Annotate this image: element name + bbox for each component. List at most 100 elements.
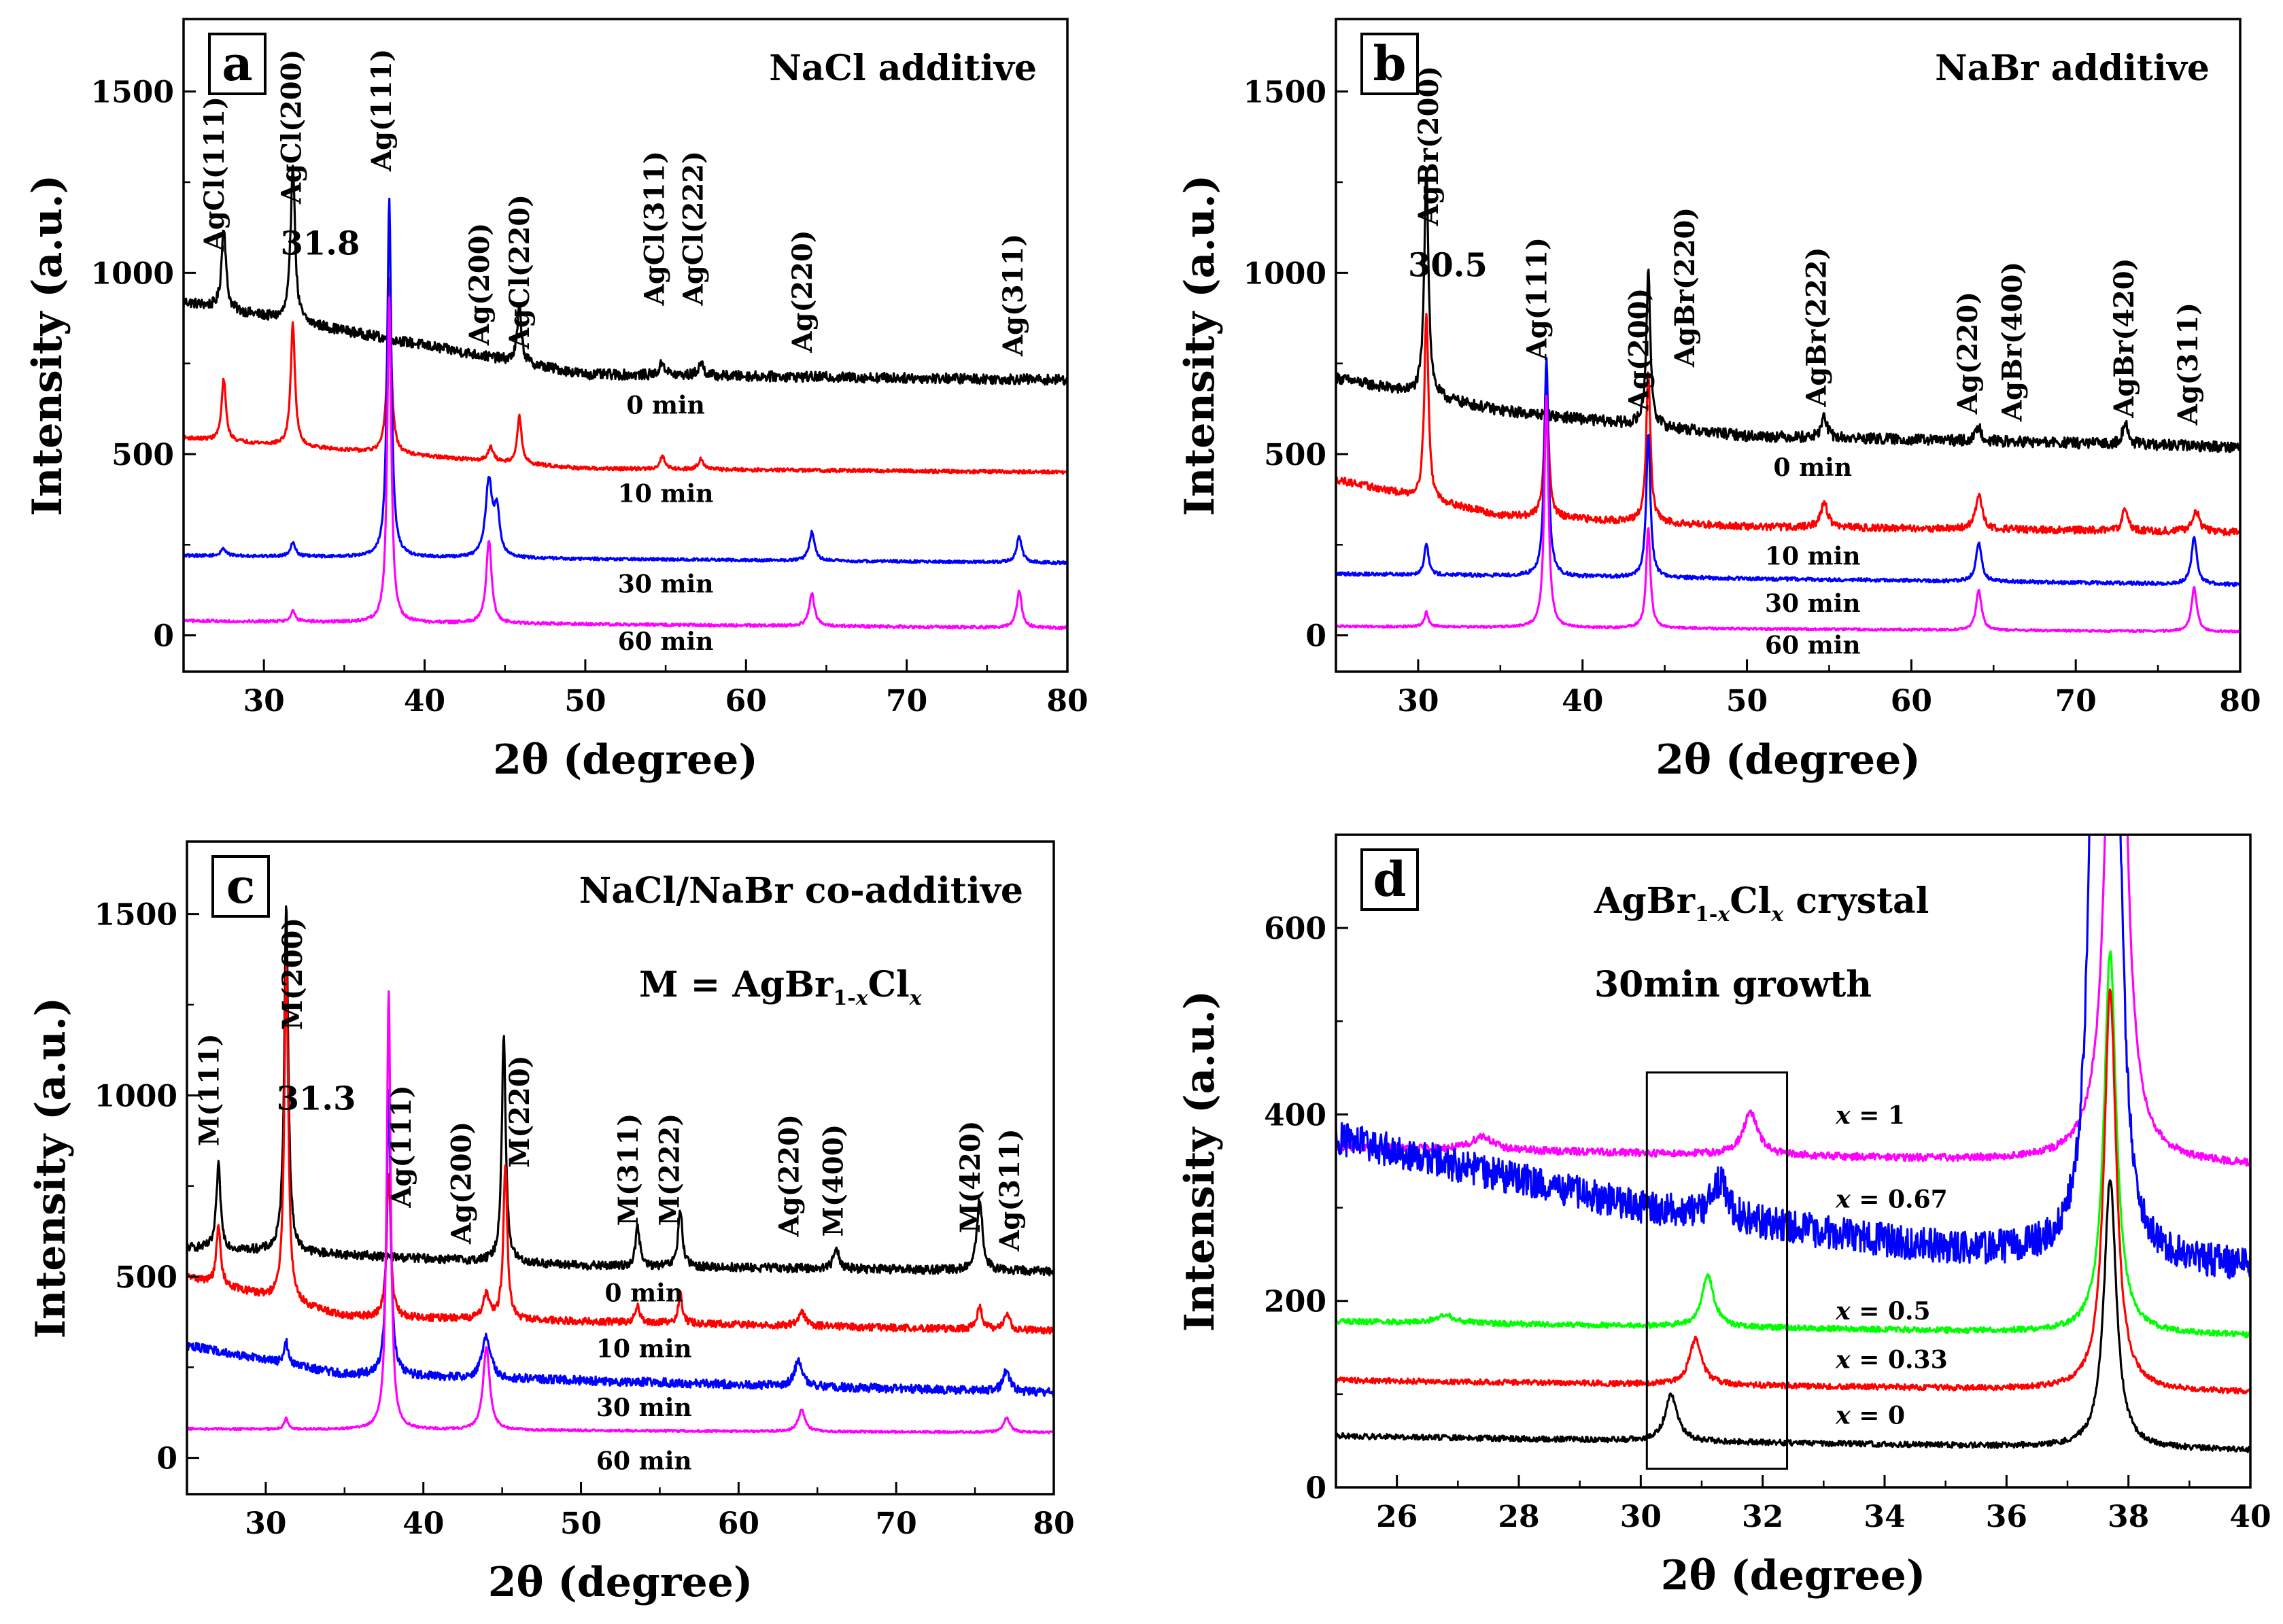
x-tick-label: 30 <box>243 684 285 719</box>
highlight-box <box>1645 1071 1789 1470</box>
plot-frame <box>182 18 1069 673</box>
curve-label: 0 min <box>1774 453 1853 482</box>
x-tick-label: 30 <box>1620 1500 1662 1534</box>
series-line-1 <box>187 905 1054 1277</box>
x-tick-label: 50 <box>560 1506 602 1541</box>
x-tick-label: 32 <box>1742 1500 1783 1534</box>
x-tick-label: 80 <box>2219 684 2261 719</box>
series-line-4 <box>1336 394 2240 634</box>
series-line-3 <box>184 197 1067 566</box>
panel-a: 30 40 50 60 70 80 0 500 1000 1500 2θ (degree) Inten… <box>24 18 1088 784</box>
y-tick-label: 0 <box>1305 1471 1326 1506</box>
x-axis-label: 2θ (degree) <box>1661 1552 1925 1600</box>
series-line-4 <box>187 990 1054 1435</box>
curve-label: 30 min <box>596 1394 692 1422</box>
y-tick-label: 500 <box>1264 438 1326 472</box>
x-tick-label: 60 <box>725 684 767 719</box>
peak-label: AgBr(400) <box>1996 262 2028 422</box>
panel-letter: c <box>226 858 256 914</box>
curve-label: 0 min <box>626 391 705 419</box>
peak-position-label: 31.3 <box>277 1080 356 1118</box>
peak-label: M(400) <box>817 1124 849 1237</box>
x-tick-label: 60 <box>718 1506 759 1541</box>
x-tick-label: 38 <box>2108 1500 2149 1534</box>
peak-label: AgCl(222) <box>677 151 709 306</box>
peak-label: Ag(311) <box>2172 303 2204 426</box>
y-tick-label: 0 <box>1305 619 1326 654</box>
y-tick-label: 600 <box>1264 912 1326 946</box>
chart-title: NaCl/NaBr co-additive <box>579 870 1023 912</box>
y-tick-label: 1000 <box>1243 256 1326 291</box>
x-tick-label: 80 <box>1033 1506 1074 1541</box>
x-tick-label: 36 <box>1986 1500 2027 1534</box>
curve-label: x = 0.33 <box>1835 1345 1947 1374</box>
y-tick-label: 200 <box>1264 1285 1326 1319</box>
panel-letter: b <box>1373 35 1407 92</box>
y-tick-label: 400 <box>1264 1098 1326 1133</box>
series-line-4 <box>1336 988 2250 1395</box>
peak-label: M(222) <box>653 1113 685 1226</box>
curve-label: 10 min <box>618 479 714 508</box>
x-tick-label: 30 <box>245 1506 286 1541</box>
x-tick-label: 60 <box>1891 684 1932 719</box>
panel-c: 30 40 50 60 70 80 0 500 1000 1500 2θ (degree) Inten… <box>27 840 1075 1606</box>
y-axis-label: Intensity (a.u.) <box>1176 175 1224 516</box>
plot-frame <box>186 840 1055 1496</box>
peak-label: Ag(220) <box>773 1114 805 1237</box>
plot-frame <box>1335 18 2242 673</box>
curve-label: 60 min <box>596 1447 692 1476</box>
x-axis-label: 2θ (degree) <box>488 1559 753 1606</box>
series-line-3 <box>1336 950 2250 1338</box>
curve-label: x = 0.67 <box>1835 1186 1947 1214</box>
peak-position-label: 30.5 <box>1408 247 1488 285</box>
curve-label: 30 min <box>1765 589 1861 618</box>
peak-label: M(200) <box>277 918 309 1031</box>
series-line-1 <box>1336 167 2240 453</box>
curve-label: 10 min <box>1765 542 1861 571</box>
x-tick-label: 26 <box>1376 1500 1418 1534</box>
peak-label: AgBr(200) <box>1413 66 1445 226</box>
y-tick-label: 500 <box>111 438 174 472</box>
chart-title: NaCl additive <box>769 48 1037 89</box>
series-line-3 <box>1336 357 2240 587</box>
y-tick-label: 500 <box>115 1260 177 1295</box>
y-tick-label: 0 <box>153 619 174 654</box>
series-line-2 <box>1336 313 2240 536</box>
panel-letter: d <box>1373 851 1407 908</box>
peak-label: Ag(200) <box>1623 288 1655 411</box>
peak-position-label: 31.8 <box>280 225 360 263</box>
peak-label: M(311) <box>613 1113 645 1226</box>
y-tick-label: 1000 <box>91 256 174 291</box>
series-line-4 <box>184 296 1067 631</box>
peak-label: Ag(111) <box>366 49 398 172</box>
y-tick-label: 1500 <box>1243 75 1326 110</box>
peak-label: AgCl(200) <box>276 50 308 205</box>
series-line-2 <box>1336 835 2250 1280</box>
curve-label: 0 min <box>605 1279 684 1307</box>
curve-label: x = 1 <box>1835 1101 1905 1130</box>
peak-label: AgBr(220) <box>1669 207 1701 368</box>
peak-label: Ag(220) <box>787 230 819 353</box>
peak-label: Ag(200) <box>445 1122 477 1245</box>
x-tick-label: 50 <box>564 684 606 719</box>
y-tick-label: 1500 <box>95 898 177 933</box>
panel-letter-box <box>1360 848 1419 911</box>
peak-label: AgCl(220) <box>504 194 536 349</box>
panel-letter: a <box>222 35 252 92</box>
peak-label: AgBr(222) <box>1801 247 1833 407</box>
curve-label: x = 0.5 <box>1835 1297 1930 1326</box>
chart-subtitle: M = AgBr1-xClx <box>639 964 923 1010</box>
peak-label: Ag(311) <box>994 1128 1026 1251</box>
curve-label: 60 min <box>618 627 714 656</box>
plot-frame <box>1335 833 2252 1489</box>
chart-title: NaBr additive <box>1935 48 2210 89</box>
y-tick-label: 0 <box>156 1442 177 1476</box>
curve-label: 10 min <box>596 1334 692 1363</box>
curve-label: 60 min <box>1765 631 1861 659</box>
series-line-1 <box>184 165 1067 386</box>
x-tick-label: 50 <box>1726 684 1768 719</box>
x-tick-label: 28 <box>1498 1500 1539 1534</box>
peak-label: AgCl(311) <box>639 151 671 306</box>
